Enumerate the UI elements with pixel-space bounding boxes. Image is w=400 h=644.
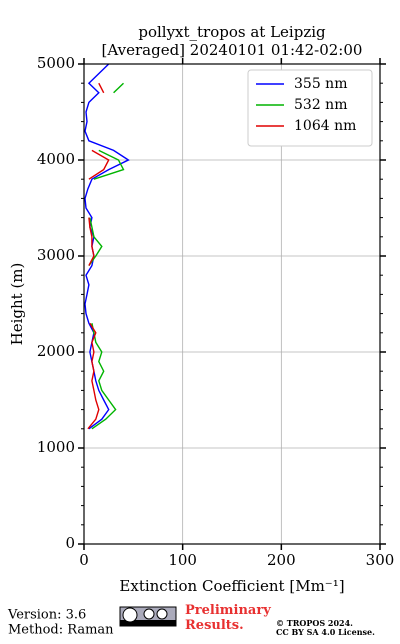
chart-title: pollyxt_tropos at Leipzig (138, 23, 326, 41)
y-tick-label: 1000 (37, 438, 75, 456)
plot-frame (83, 63, 381, 545)
license: CC BY SA 4.0 License. (276, 627, 375, 637)
profile-line (87, 82, 110, 430)
cc-logo (119, 606, 177, 627)
y-tick-label: 0 (65, 534, 75, 552)
y-tick-label: 4000 (37, 150, 75, 168)
x-tick-label: 300 (366, 551, 395, 569)
copyright: © TROPOS 2024. (276, 618, 353, 628)
y-axis-label: Height (m) (8, 263, 26, 346)
profile-line (88, 82, 125, 430)
x-tick-label: 200 (267, 551, 296, 569)
legend-box (247, 69, 373, 147)
x-axis-label: Extinction Coefficient [Mm⁻¹] (119, 577, 344, 595)
legend-label: 355 nm (294, 76, 347, 92)
status-note: Preliminary Results. (185, 603, 271, 633)
legend-label: 1064 nm (294, 118, 356, 134)
version: Version: 3.6 (7, 608, 86, 623)
y-tick-label: 2000 (37, 342, 75, 360)
x-tick-label: 0 (79, 551, 89, 569)
chart-subtitle: [Averaged] 20240101 01:42-02:00 (102, 41, 363, 59)
y-tick-label: 5000 (37, 54, 75, 72)
legend-label: 532 nm (294, 97, 347, 113)
y-tick-label: 3000 (37, 246, 75, 264)
legend: 355 nm 532 nm 1064 nm (247, 69, 373, 147)
x-tick-label: 100 (168, 551, 197, 569)
method: Method: Raman (8, 623, 114, 638)
